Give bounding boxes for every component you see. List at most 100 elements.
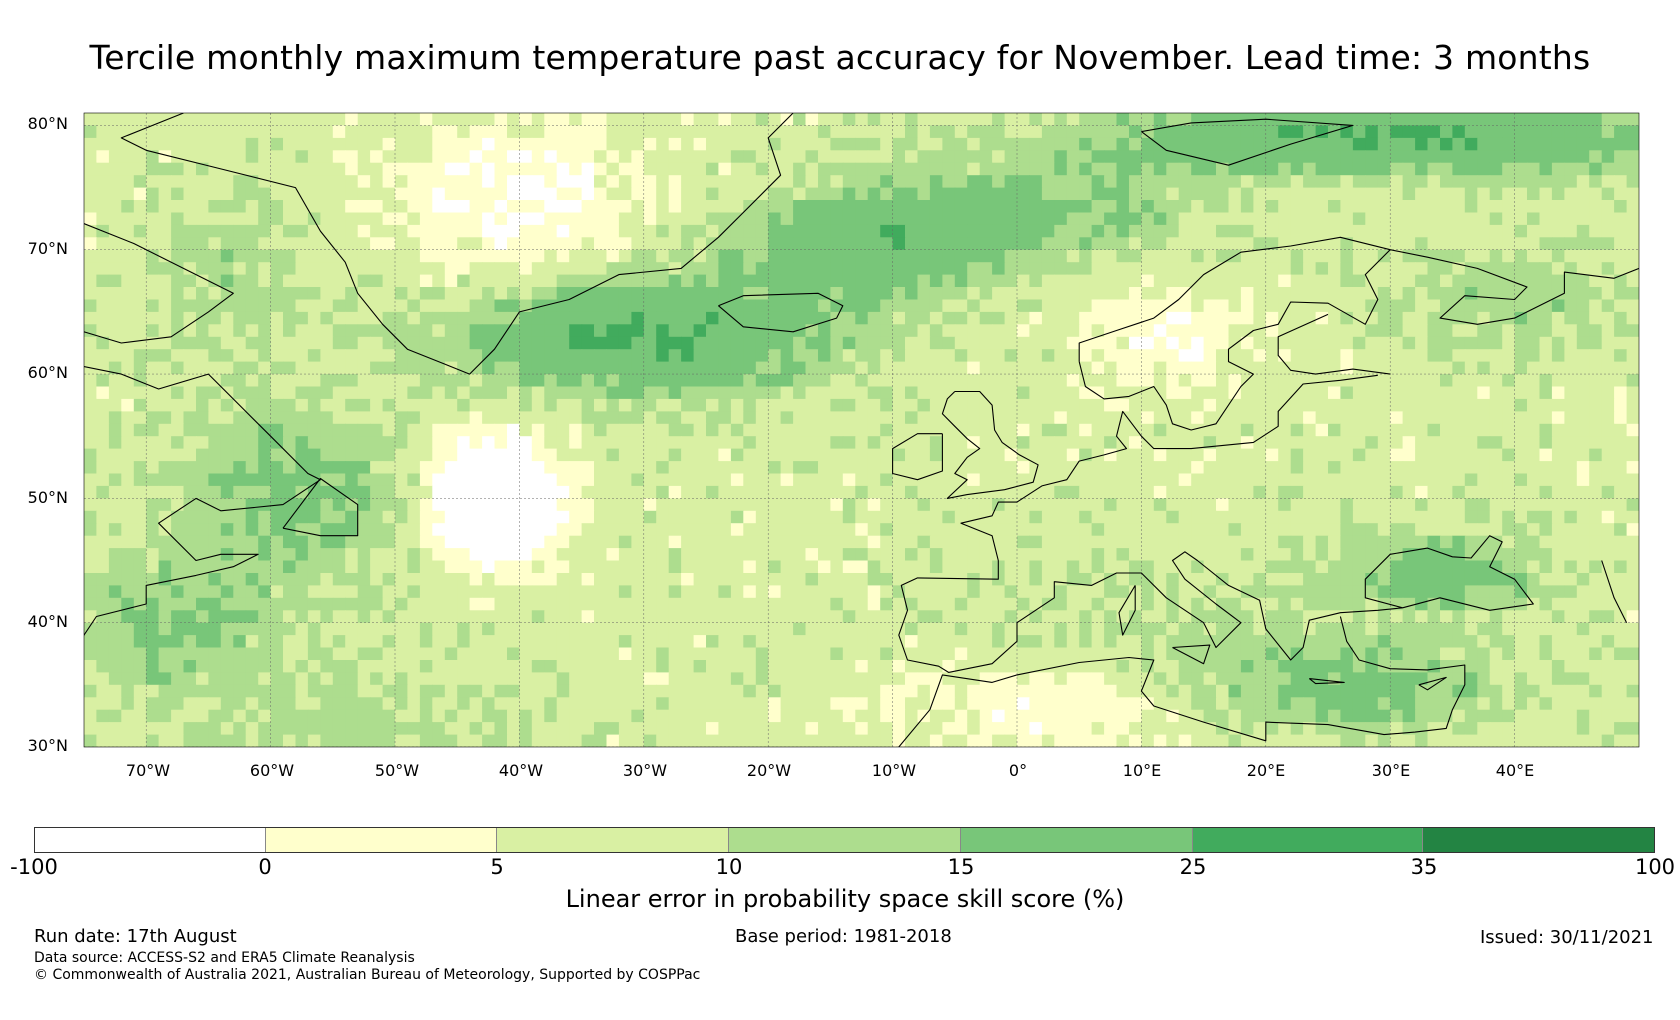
skill-cell: [768, 349, 782, 363]
skill-cell: [1104, 386, 1118, 400]
skill-cell: [183, 274, 197, 288]
skill-cell: [929, 113, 943, 126]
skill-cell: [830, 125, 844, 139]
skill-cell: [320, 485, 334, 499]
skill-cell: [929, 287, 943, 300]
skill-cell: [1539, 548, 1553, 562]
skill-cell: [967, 237, 981, 251]
skill-cell: [332, 411, 346, 425]
skill-cell: [233, 125, 247, 139]
skill-cell: [780, 548, 794, 562]
skill-cell: [1377, 597, 1391, 611]
skill-cell: [544, 361, 558, 375]
skill-cell: [1576, 349, 1590, 363]
skill-cell: [706, 237, 719, 251]
skill-cell: [755, 411, 769, 425]
skill-cell: [1191, 324, 1205, 338]
skill-cell: [307, 448, 321, 462]
skill-cell: [780, 336, 794, 350]
skill-cell: [1601, 262, 1615, 276]
skill-cell: [743, 150, 757, 164]
skill-cell: [830, 498, 844, 512]
skill-cell: [345, 461, 359, 475]
skill-cell: [432, 411, 446, 425]
skill-cell: [1303, 287, 1317, 300]
skill-cell: [954, 113, 968, 126]
skill-cell: [1153, 485, 1167, 499]
skill-cell: [1614, 113, 1628, 126]
skill-cell: [544, 162, 558, 176]
skill-cell: [1066, 237, 1080, 251]
skill-cell: [1377, 175, 1391, 189]
skill-cell: [407, 249, 421, 263]
skill-cell: [158, 237, 172, 251]
skill-cell: [407, 336, 421, 350]
skill-cell: [307, 349, 321, 363]
skill-cell: [283, 585, 296, 599]
skill-cell: [917, 287, 931, 300]
skill-cell: [693, 336, 707, 350]
skill-cell: [1116, 361, 1130, 375]
skill-cell: [681, 361, 695, 375]
skill-cell: [830, 597, 844, 611]
skill-cell: [1390, 361, 1404, 375]
skill-cell: [1004, 423, 1018, 437]
skill-cell: [1203, 237, 1217, 251]
skill-cell: [1141, 361, 1155, 375]
skill-cell: [1626, 473, 1639, 487]
skill-cell: [1564, 573, 1578, 586]
skill-cell: [780, 597, 794, 611]
skill-cell: [345, 436, 359, 450]
skill-cell: [1278, 436, 1292, 450]
skill-cell: [1017, 187, 1030, 201]
skill-cell: [258, 473, 272, 487]
skill-cell: [1377, 436, 1391, 450]
skill-cell: [432, 274, 446, 288]
skill-cell: [855, 187, 869, 201]
skill-cell: [1514, 249, 1528, 263]
skill-cell: [519, 548, 533, 562]
skill-cell: [395, 137, 408, 151]
skill-cell: [1066, 436, 1080, 450]
skill-cell: [1626, 386, 1639, 400]
skill-cell: [121, 585, 135, 599]
skill-cell: [1390, 287, 1404, 300]
skill-cell: [556, 361, 570, 375]
skill-cell: [1079, 162, 1093, 176]
skill-cell: [656, 398, 670, 412]
skill-cell: [594, 374, 607, 388]
skill-cell: [1365, 274, 1379, 288]
skill-cell: [892, 374, 906, 388]
skill-cell: [1514, 510, 1528, 524]
skill-cell: [1054, 597, 1068, 611]
skill-cell: [1527, 125, 1540, 139]
skill-cell: [1576, 423, 1590, 437]
skill-cell: [1178, 237, 1192, 251]
skill-cell: [842, 535, 856, 549]
skill-cell: [1415, 262, 1429, 276]
skill-cell: [233, 560, 247, 574]
skill-cell: [1551, 436, 1565, 450]
skill-cell: [755, 113, 769, 126]
skill-cell: [768, 311, 782, 325]
skill-cell: [606, 175, 620, 189]
skill-cell: [1228, 175, 1242, 189]
skill-cell: [1564, 436, 1578, 450]
skill-cell: [1191, 311, 1205, 325]
skill-cell: [818, 436, 831, 450]
skill-cell: [1440, 349, 1453, 363]
skill-cell: [892, 448, 906, 462]
skill-cell: [1601, 336, 1615, 350]
skill-cell: [1315, 175, 1329, 189]
skill-cell: [133, 311, 147, 325]
skill-cell: [1129, 249, 1142, 263]
skill-cell: [233, 361, 247, 375]
skill-cell: [1415, 461, 1429, 475]
skill-cell: [1079, 386, 1093, 400]
skill-cell: [1029, 336, 1043, 350]
skill-cell: [793, 361, 807, 375]
skill-cell: [245, 498, 259, 512]
skill-cell: [270, 212, 284, 226]
skill-cell: [507, 535, 520, 549]
skill-cell: [706, 336, 719, 350]
